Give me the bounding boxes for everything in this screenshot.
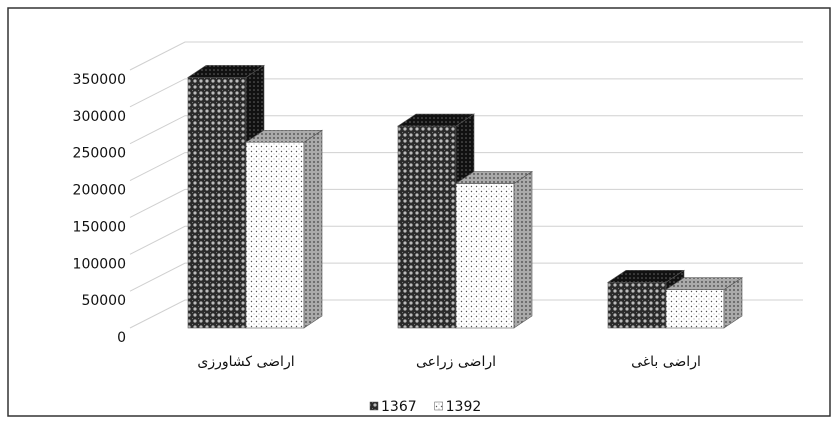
grid-line xyxy=(129,262,803,292)
y-tick-label: 0 xyxy=(117,330,126,346)
grid-line xyxy=(129,78,803,108)
grid-line xyxy=(129,188,803,218)
grid-line xyxy=(129,299,803,329)
grid-line xyxy=(129,225,803,255)
y-tick-label: 200000 xyxy=(73,183,126,199)
bar-side xyxy=(513,170,533,329)
legend-swatch xyxy=(434,401,443,411)
bar-top xyxy=(187,65,265,78)
y-tick-label: 350000 xyxy=(73,72,126,88)
grid-line xyxy=(129,115,803,145)
bar xyxy=(245,129,323,329)
x-tick-label: اراضی کشاورزی xyxy=(197,354,294,370)
legend-label: 1367 xyxy=(381,399,417,415)
bar xyxy=(665,277,743,329)
y-tick-label: 150000 xyxy=(73,219,126,235)
x-tick-label: اراضی زراعی xyxy=(416,354,496,370)
bar-front xyxy=(245,141,305,329)
bar xyxy=(455,170,533,329)
bar-side xyxy=(303,129,323,329)
bar-front xyxy=(187,77,247,329)
bar-front xyxy=(397,125,457,329)
bar-top xyxy=(245,129,323,143)
y-tick-label: 50000 xyxy=(81,293,126,309)
legend-swatch xyxy=(369,401,379,411)
y-tick-label: 250000 xyxy=(73,146,126,162)
x-tick-label: اراضی باغی xyxy=(631,354,701,370)
y-tick-label: 100000 xyxy=(73,256,126,272)
y-tick-label: 300000 xyxy=(73,109,126,125)
legend-label: 1392 xyxy=(446,399,482,415)
bar-front xyxy=(455,183,515,329)
bar-front xyxy=(665,289,725,329)
bar-top xyxy=(455,171,533,184)
bar-top xyxy=(607,269,685,283)
bar-front xyxy=(607,281,667,329)
grid-line xyxy=(129,152,803,182)
bar xyxy=(607,269,685,329)
grid-line xyxy=(129,41,803,71)
bar-top xyxy=(397,113,475,127)
bar-top xyxy=(665,277,743,290)
